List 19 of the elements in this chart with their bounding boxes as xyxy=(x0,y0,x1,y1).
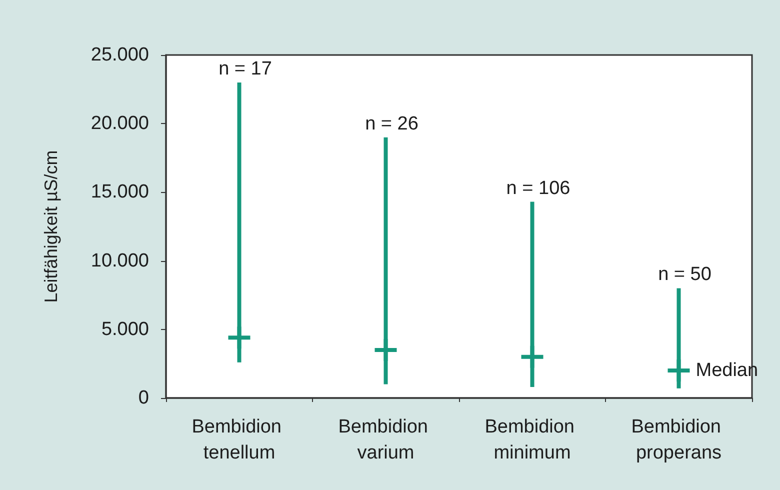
x-tick-label: Bembidion minimum xyxy=(484,416,580,464)
y-tick-label: 25.000 xyxy=(90,44,149,66)
y-tick-label: 0 xyxy=(138,388,149,408)
y-tick-label: 20.000 xyxy=(90,113,149,134)
y-axis-title: Leitfähigkeit µS/cm xyxy=(41,150,61,303)
annotation: n = 106 xyxy=(506,178,570,199)
x-tick-label: Bembidion properans xyxy=(631,416,726,464)
point xyxy=(668,360,690,382)
annotation: n = 26 xyxy=(365,113,418,134)
y-tick-label: 15.000 xyxy=(90,182,149,203)
point xyxy=(374,338,397,361)
annotation: n = 50 xyxy=(658,264,712,286)
x-tick-label: Bembidion varium xyxy=(338,416,434,464)
y-tick-label: 10.000 xyxy=(90,250,149,272)
point xyxy=(228,326,250,349)
y-tick-label: 5.000 xyxy=(101,318,149,340)
annotation: n = 17 xyxy=(218,58,272,80)
x-tick-label: Bembidion tenellum xyxy=(192,416,287,464)
point xyxy=(521,346,544,368)
